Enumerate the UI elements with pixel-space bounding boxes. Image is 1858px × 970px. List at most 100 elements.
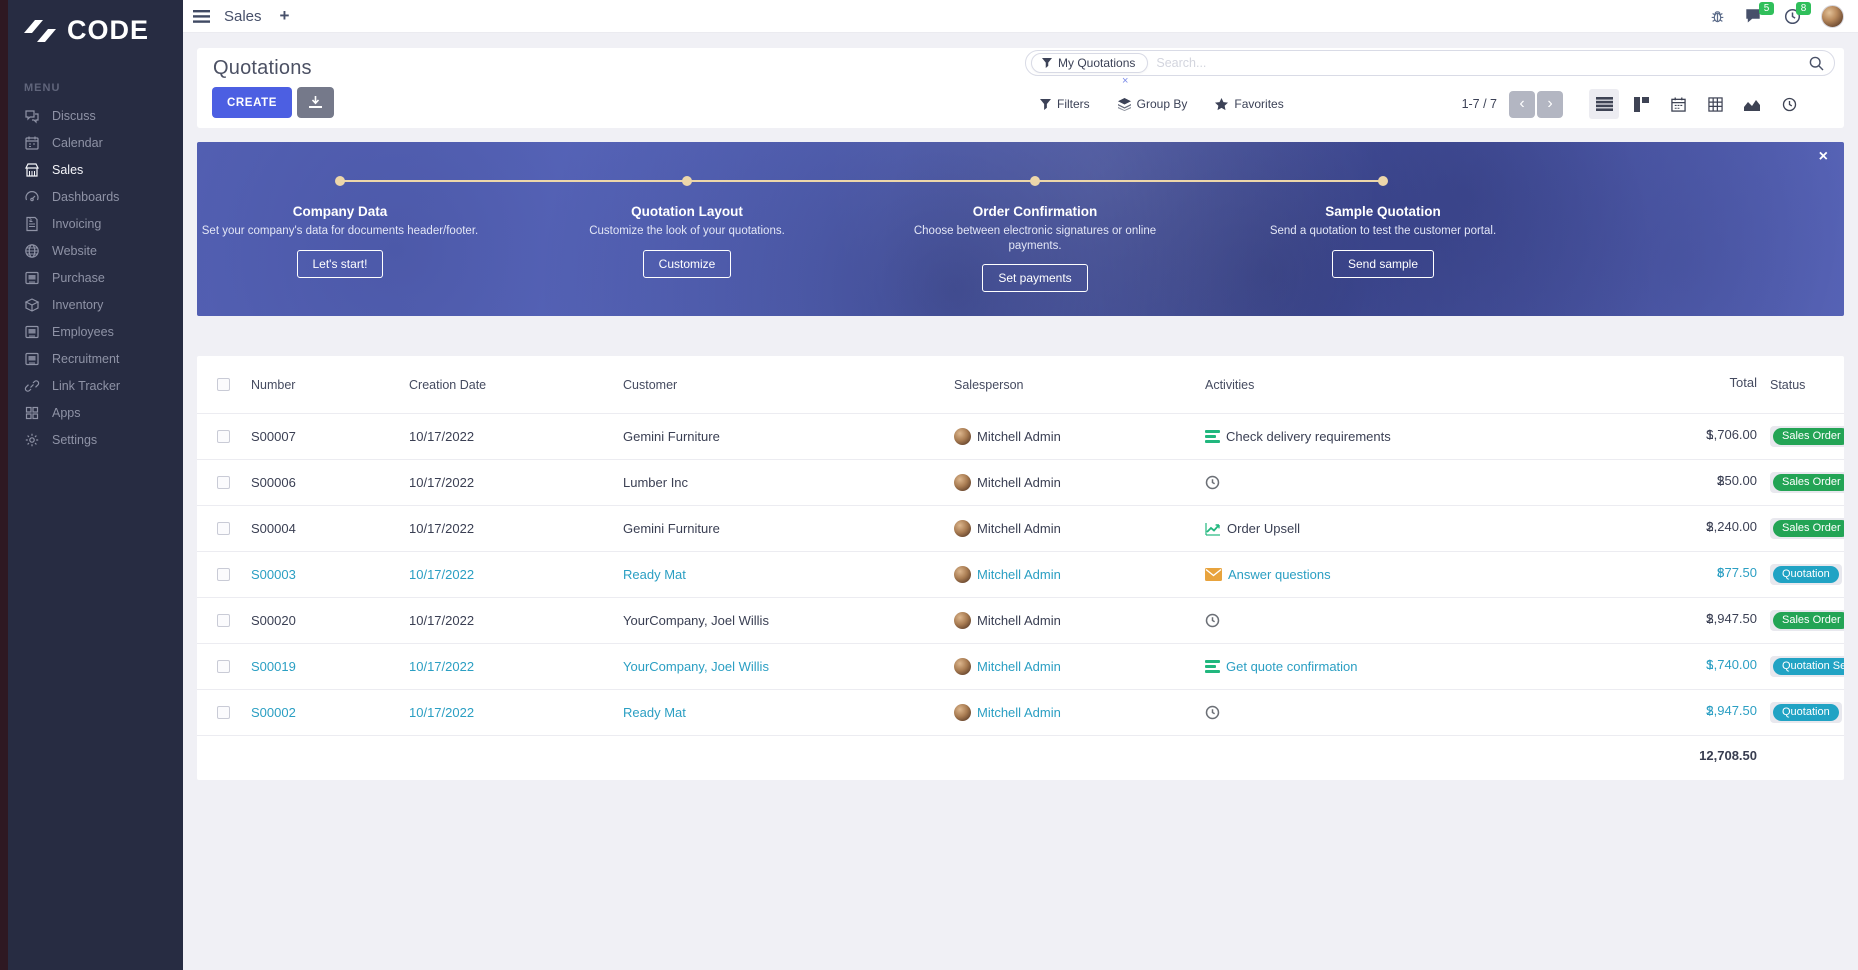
sidebar-item-recruitment[interactable]: Recruitment bbox=[8, 345, 183, 372]
search-input[interactable] bbox=[1148, 56, 1809, 70]
sidebar-item-purchase[interactable]: Purchase bbox=[8, 264, 183, 291]
table-row[interactable]: S00002 10/17/2022 Ready Mat Mitchell Adm… bbox=[197, 690, 1844, 736]
export-button[interactable] bbox=[297, 87, 335, 118]
box-icon bbox=[24, 297, 40, 313]
facet-remove-button[interactable]: × bbox=[1122, 75, 1129, 87]
onboarding-step-company-data: Company Data Set your company's data for… bbox=[200, 204, 480, 278]
page-title: Quotations bbox=[213, 57, 312, 79]
sidebar-item-label: Discuss bbox=[52, 108, 96, 123]
activity-cell[interactable] bbox=[1205, 705, 1699, 720]
debug-bug-icon[interactable] bbox=[1710, 9, 1725, 24]
select-all-checkbox[interactable] bbox=[217, 378, 230, 391]
table-row[interactable]: S00004 10/17/2022 Gemini Furniture Mitch… bbox=[197, 506, 1844, 552]
sidebar-item-label: Website bbox=[52, 243, 97, 258]
tasks-icon bbox=[1205, 430, 1220, 443]
pager-next-button[interactable]: › bbox=[1537, 90, 1563, 118]
kanban-view-icon[interactable] bbox=[1626, 89, 1656, 119]
activity-cell[interactable]: Get quote confirmation bbox=[1205, 659, 1699, 674]
set-payments-button[interactable]: Set payments bbox=[982, 264, 1088, 292]
row-checkbox[interactable] bbox=[217, 706, 230, 719]
sidebar-item-apps[interactable]: Apps bbox=[8, 399, 183, 426]
salesperson-avatar bbox=[954, 474, 971, 491]
row-checkbox[interactable] bbox=[217, 614, 230, 627]
activity-cell[interactable]: Answer questions bbox=[1205, 567, 1699, 582]
pager-previous-button[interactable]: ‹ bbox=[1509, 90, 1535, 118]
group-by-button[interactable]: Group By bbox=[1117, 97, 1187, 111]
row-checkbox[interactable] bbox=[217, 522, 230, 535]
search-icon[interactable] bbox=[1809, 56, 1824, 71]
creation-date: 10/17/2022 bbox=[409, 521, 475, 536]
step-title: Company Data bbox=[292, 204, 388, 219]
graph-view-icon[interactable] bbox=[1737, 89, 1767, 119]
clock-icon bbox=[1205, 613, 1220, 628]
creation-date: 10/17/2022 bbox=[409, 613, 475, 628]
customer-name: Gemini Furniture bbox=[623, 429, 720, 444]
row-checkbox[interactable] bbox=[217, 430, 230, 443]
main-area: Sales + 5 8 Quotations CREATE bbox=[183, 0, 1858, 970]
screen-icon bbox=[24, 351, 40, 367]
hamburger-menu-icon[interactable] bbox=[193, 9, 210, 23]
table-row[interactable]: S00006 10/17/2022 Lumber Inc Mitchell Ad… bbox=[197, 460, 1844, 506]
table-row[interactable]: S00020 10/17/2022 YourCompany, Joel Will… bbox=[197, 598, 1844, 644]
activity-clock-icon[interactable]: 8 bbox=[1784, 1, 1811, 25]
quotations-table: Number Creation Date Customer Salesperso… bbox=[197, 356, 1844, 780]
column-header-status[interactable]: Status bbox=[1770, 377, 1806, 392]
table-row[interactable]: S00003 10/17/2022 Ready Mat Mitchell Adm… bbox=[197, 552, 1844, 598]
sidebar-item-invoicing[interactable]: $ Invoicing bbox=[8, 210, 183, 237]
messages-icon[interactable]: 5 bbox=[1745, 2, 1774, 24]
banner-close-icon[interactable]: × bbox=[1818, 148, 1828, 165]
calendar-view-icon[interactable] bbox=[1663, 89, 1693, 119]
new-tab-button[interactable]: + bbox=[279, 6, 290, 25]
activity-label: Answer questions bbox=[1228, 567, 1331, 582]
customize-button[interactable]: Customize bbox=[642, 249, 732, 278]
sidebar-item-label: Settings bbox=[52, 432, 98, 447]
activity-cell[interactable] bbox=[1205, 475, 1699, 490]
column-header-salesperson[interactable]: Salesperson bbox=[954, 377, 1024, 392]
activity-cell[interactable]: Order Upsell bbox=[1205, 521, 1699, 536]
activity-count-badge: 8 bbox=[1796, 1, 1811, 15]
table-row[interactable]: S00007 10/17/2022 Gemini Furniture Mitch… bbox=[197, 414, 1844, 460]
filters-button[interactable]: Filters bbox=[1040, 97, 1090, 111]
column-header-creation-date[interactable]: Creation Date bbox=[409, 377, 487, 392]
app-logo[interactable]: CODE bbox=[8, 0, 183, 56]
sidebar-item-link-tracker[interactable]: Link Tracker bbox=[8, 372, 183, 399]
step-title: Sample Quotation bbox=[1325, 204, 1441, 219]
column-header-customer[interactable]: Customer bbox=[623, 377, 678, 392]
sidebar-item-settings[interactable]: Settings bbox=[8, 426, 183, 453]
column-header-total[interactable]: Total bbox=[1729, 374, 1757, 390]
filter-funnel-icon bbox=[1042, 58, 1052, 68]
table-row[interactable]: S00019 10/17/2022 YourCompany, Joel Will… bbox=[197, 644, 1844, 690]
pivot-view-icon[interactable] bbox=[1700, 89, 1730, 119]
sidebar-item-discuss[interactable]: Discuss bbox=[8, 102, 183, 129]
step-description: Set your company's data for documents he… bbox=[201, 225, 479, 237]
sum-total: 12,708.50 bbox=[1699, 748, 1757, 763]
sidebar-item-inventory[interactable]: Inventory bbox=[8, 291, 183, 318]
row-checkbox[interactable] bbox=[217, 660, 230, 673]
send-sample-button[interactable]: Send sample bbox=[1331, 249, 1435, 278]
active-app-tab[interactable]: Sales bbox=[224, 7, 262, 25]
search-bar[interactable]: My Quotations × bbox=[1025, 50, 1835, 87]
favorites-button[interactable]: Favorites bbox=[1215, 97, 1284, 111]
sidebar-item-sales[interactable]: Sales bbox=[8, 156, 183, 183]
list-view-icon[interactable] bbox=[1589, 89, 1619, 119]
search-facet[interactable]: My Quotations bbox=[1031, 53, 1149, 73]
row-checkbox[interactable] bbox=[217, 568, 230, 581]
sidebar-item-calendar[interactable]: Calendar bbox=[8, 129, 183, 156]
sidebar-item-label: Invoicing bbox=[52, 216, 102, 231]
column-header-number[interactable]: Number bbox=[251, 377, 296, 392]
user-avatar[interactable] bbox=[1821, 4, 1844, 28]
row-checkbox[interactable] bbox=[217, 476, 230, 489]
activity-view-icon[interactable] bbox=[1774, 89, 1804, 119]
create-button[interactable]: CREATE bbox=[212, 87, 293, 118]
column-header-activities[interactable]: Activities bbox=[1205, 377, 1255, 392]
sidebar-item-employees[interactable]: Employees bbox=[8, 318, 183, 345]
sidebar-item-website[interactable]: Website bbox=[8, 237, 183, 264]
activity-cell[interactable]: Check delivery requirements bbox=[1205, 429, 1699, 444]
order-total: $2,947.50 bbox=[1706, 610, 1757, 626]
lets-start-button[interactable]: Let's start! bbox=[296, 249, 384, 278]
activity-cell[interactable] bbox=[1205, 613, 1699, 628]
step-dot bbox=[335, 176, 345, 186]
order-total: $2,947.50 bbox=[1706, 702, 1757, 718]
sidebar-item-dashboards[interactable]: Dashboards bbox=[8, 183, 183, 210]
step-description: Customize the look of your quotations. bbox=[589, 225, 785, 237]
